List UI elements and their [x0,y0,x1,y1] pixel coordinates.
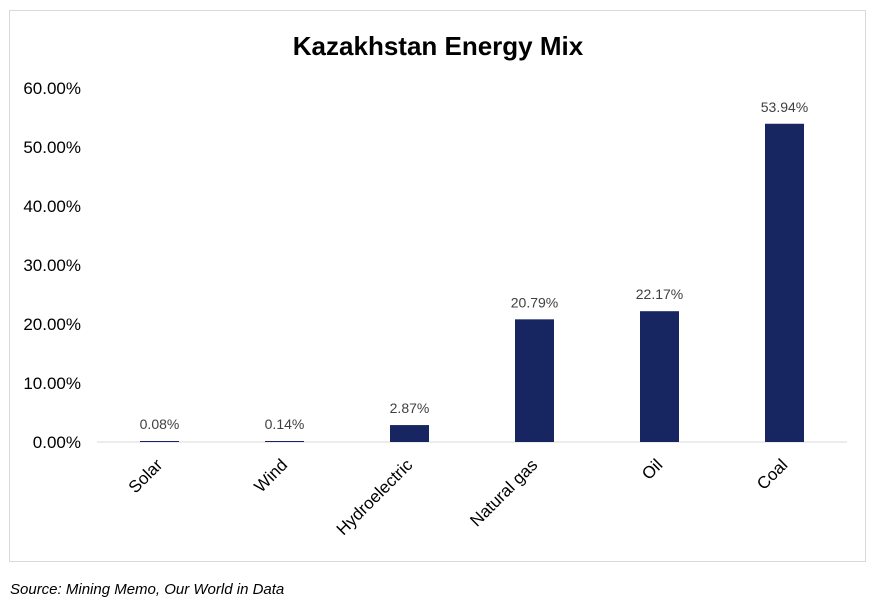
data-label: 20.79% [511,294,558,310]
data-labels: 0.08% 0.14% 2.87% 20.79% 22.17% 53.94% [140,99,809,432]
x-axis-labels: Solar Wind Hydroelectric Natural gas Oil Coal [125,455,791,539]
chart-frame [9,10,866,562]
x-tick-label: Solar [125,455,167,497]
data-label: 53.94% [761,99,808,115]
x-tick-label: Natural gas [466,455,541,530]
y-tick-label: 60.00% [23,79,81,98]
data-label: 0.14% [265,416,305,432]
x-tick-label: Oil [638,455,666,483]
bar-natural-gas [515,319,554,442]
x-tick-label: Wind [251,455,292,496]
chart-title: Kazakhstan Energy Mix [293,31,584,61]
data-label: 0.08% [140,416,180,432]
bar-oil [640,311,679,442]
x-tick-label: Hydroelectric [333,455,417,539]
bar-coal [765,123,804,442]
bars [140,123,804,442]
y-tick-label: 50.00% [23,138,81,157]
bar-wind [265,441,304,442]
bar-hydroelectric [390,425,429,442]
x-tick-label: Coal [753,455,791,493]
y-axis-labels: 0.00% 10.00% 20.00% 30.00% 40.00% 50.00% 60.00… [23,79,81,452]
y-tick-label: 40.00% [23,197,81,216]
y-tick-label: 10.00% [23,374,81,393]
data-label: 2.87% [390,400,430,416]
y-tick-label: 0.00% [33,433,81,452]
data-label: 22.17% [636,286,683,302]
bar-solar [140,441,179,442]
y-tick-label: 30.00% [23,256,81,275]
source-note: Source: Mining Memo, Our World in Data [10,581,285,598]
y-tick-label: 20.00% [23,315,81,334]
